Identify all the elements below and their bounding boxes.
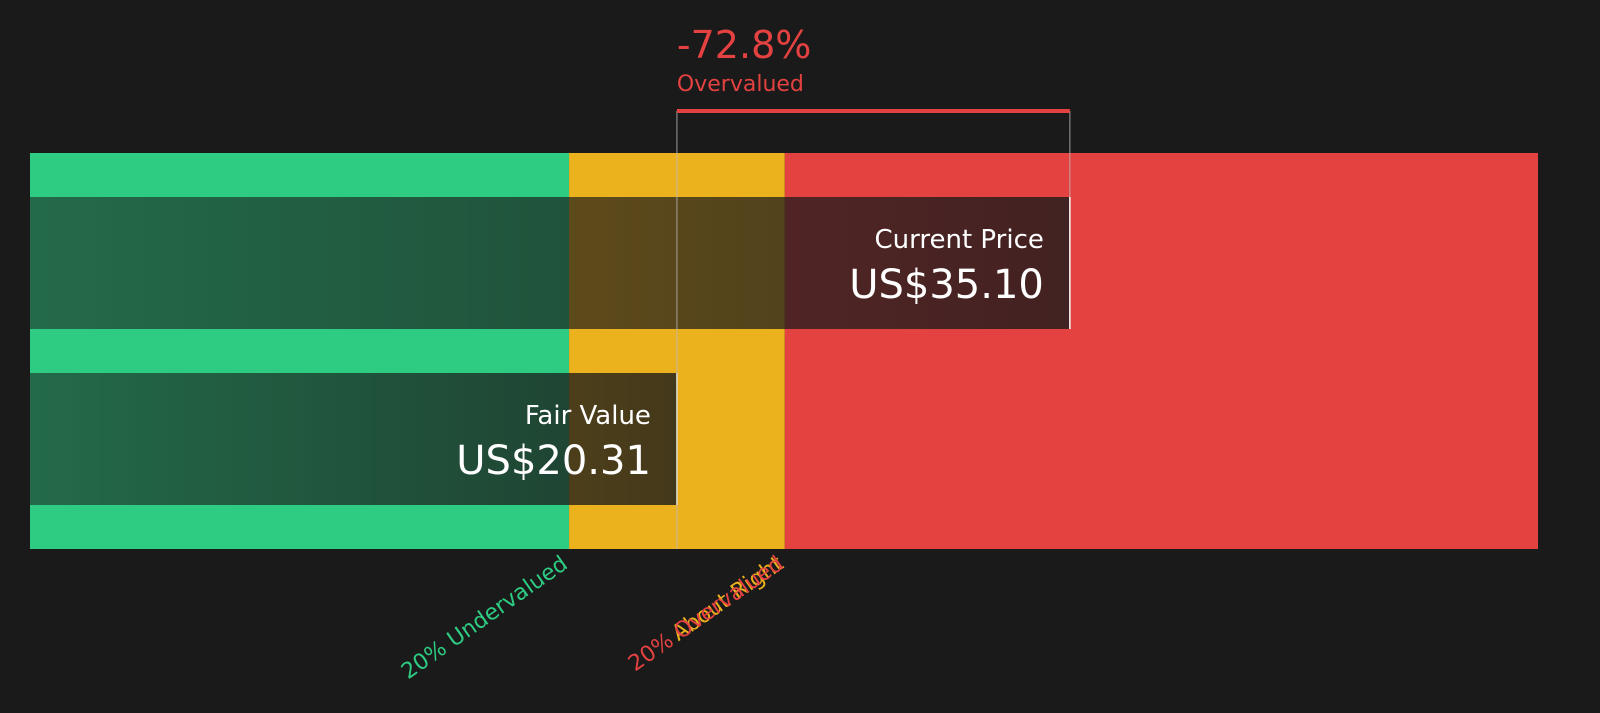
value-bar bbox=[30, 373, 677, 505]
annotation-value: -72.8% bbox=[677, 23, 811, 67]
bar-name: Current Price bbox=[875, 225, 1044, 255]
zone-label: 20% Overvalued bbox=[624, 551, 788, 676]
annotation-text: Overvalued bbox=[677, 72, 804, 97]
bar-name: Fair Value bbox=[525, 401, 651, 431]
value-bar bbox=[30, 197, 1070, 329]
bar-value: US$35.10 bbox=[849, 262, 1044, 308]
bar-value: US$20.31 bbox=[456, 438, 651, 484]
zone-label: 20% Undervalued bbox=[397, 551, 572, 684]
